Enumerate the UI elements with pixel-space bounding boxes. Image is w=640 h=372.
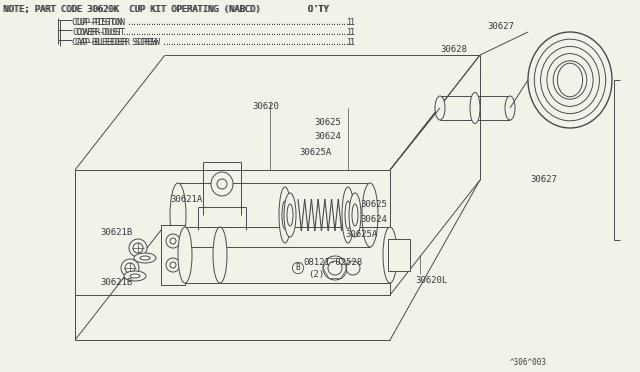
Ellipse shape [166,234,180,248]
Ellipse shape [328,261,342,275]
Ellipse shape [528,32,612,128]
Ellipse shape [362,183,378,247]
Ellipse shape [130,274,140,278]
Text: 08121-02528: 08121-02528 [303,258,362,267]
Text: 30627: 30627 [487,22,514,31]
Ellipse shape [170,262,176,268]
Ellipse shape [352,204,358,226]
Text: ^306^003: ^306^003 [510,358,547,367]
Ellipse shape [287,204,293,226]
Ellipse shape [349,193,361,237]
Ellipse shape [134,253,156,263]
Ellipse shape [279,187,291,243]
Text: 30624: 30624 [314,132,341,141]
Text: 30621A: 30621A [170,195,202,204]
Ellipse shape [121,259,139,277]
Ellipse shape [547,54,593,106]
Ellipse shape [284,193,296,237]
Ellipse shape [217,179,227,189]
Text: 30627: 30627 [530,175,557,184]
Text: 30621B: 30621B [100,228,132,237]
Ellipse shape [323,256,347,280]
Ellipse shape [133,243,143,253]
Ellipse shape [534,39,605,121]
Text: 30620: 30620 [252,102,279,111]
Ellipse shape [342,187,354,243]
Ellipse shape [559,68,580,92]
Ellipse shape [345,201,351,229]
Ellipse shape [125,263,135,273]
Text: CUP-PISTON ............................................1: CUP-PISTON .............................… [72,18,352,27]
Ellipse shape [282,201,288,229]
Text: NOTE; PART CODE 30620K  CUP KIT OPERATING (NABCD)         O'TY: NOTE; PART CODE 30620K CUP KIT OPERATING… [3,5,328,14]
Ellipse shape [178,227,192,283]
Text: CUP-PISTON ............................................1: CUP-PISTON .............................… [75,18,355,27]
Text: COVER-DUST.............................................1: COVER-DUST..............................… [75,28,355,37]
Text: 30624: 30624 [360,215,387,224]
Text: CAP-BLEEDER SCREW .....................................1: CAP-BLEEDER SCREW ......................… [75,38,355,47]
Text: COVER-DUST.............................................1: COVER-DUST..............................… [72,28,352,37]
Text: B: B [296,263,300,273]
Bar [388,239,410,271]
Text: CAP-BLEEDER SCREW .....................................1: CAP-BLEEDER SCREW ......................… [72,38,352,47]
Ellipse shape [505,96,515,120]
Text: NOTE; PART CODE 30620K  CUP KIT OPERATING (NABCD)         O'TY: NOTE; PART CODE 30620K CUP KIT OPERATING… [4,5,330,14]
Ellipse shape [541,46,600,113]
Ellipse shape [470,92,480,124]
Text: 30628: 30628 [440,45,467,54]
Ellipse shape [129,239,147,257]
Bar [161,225,185,285]
Text: 30621B: 30621B [100,278,132,287]
Ellipse shape [170,238,176,244]
Ellipse shape [170,183,186,247]
Text: 30625A: 30625A [345,230,377,239]
Ellipse shape [557,63,582,97]
Ellipse shape [553,61,587,99]
Text: 30625A: 30625A [299,148,332,157]
Text: (2): (2) [308,270,324,279]
Ellipse shape [211,172,233,196]
Ellipse shape [140,256,150,260]
Ellipse shape [124,271,146,281]
Text: 30625: 30625 [360,200,387,209]
Ellipse shape [435,96,445,120]
Ellipse shape [383,227,397,283]
Ellipse shape [346,261,360,275]
Text: 30620L: 30620L [415,276,447,285]
Ellipse shape [213,227,227,283]
Text: 30625: 30625 [314,118,341,127]
Ellipse shape [166,258,180,272]
